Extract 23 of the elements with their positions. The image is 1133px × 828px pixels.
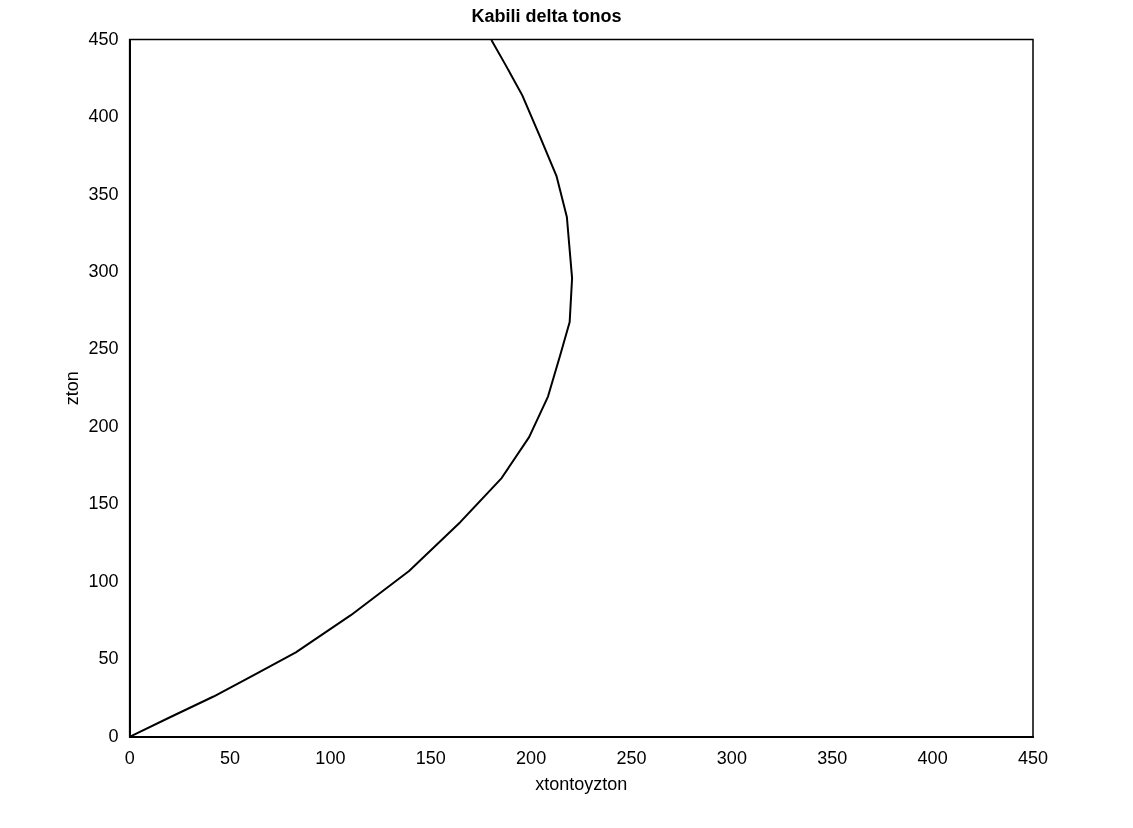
chart-title: Kabili delta tonos (471, 5, 622, 26)
y-tick-label: 400 (88, 106, 119, 127)
y-tick-label: 150 (88, 493, 119, 514)
x-tick-label: 150 (415, 747, 446, 768)
y-tick-label: 200 (88, 415, 119, 436)
y-tick-label: 50 (98, 648, 119, 669)
x-tick-label: 350 (817, 747, 848, 768)
x-tick-label: 300 (716, 747, 747, 768)
y-tick-label: 250 (88, 338, 119, 359)
y-tick-label: 450 (88, 28, 119, 49)
x-tick-label: 0 (124, 747, 135, 768)
x-tick-label: 400 (917, 747, 948, 768)
x-tick-label: 450 (1017, 747, 1049, 768)
x-tick-label: 100 (315, 747, 346, 768)
x-tick-label: 250 (616, 747, 647, 768)
x-axis-title: xtontoyzton (535, 774, 628, 795)
y-tick-label: 100 (88, 570, 119, 591)
y-tick-label: 0 (108, 725, 119, 746)
y-tick-label: 300 (88, 260, 119, 281)
x-tick-label: 50 (219, 747, 241, 768)
y-axis-title: zton (61, 371, 82, 406)
y-tick-label: 350 (88, 183, 119, 204)
x-tick-label: 200 (516, 747, 547, 768)
